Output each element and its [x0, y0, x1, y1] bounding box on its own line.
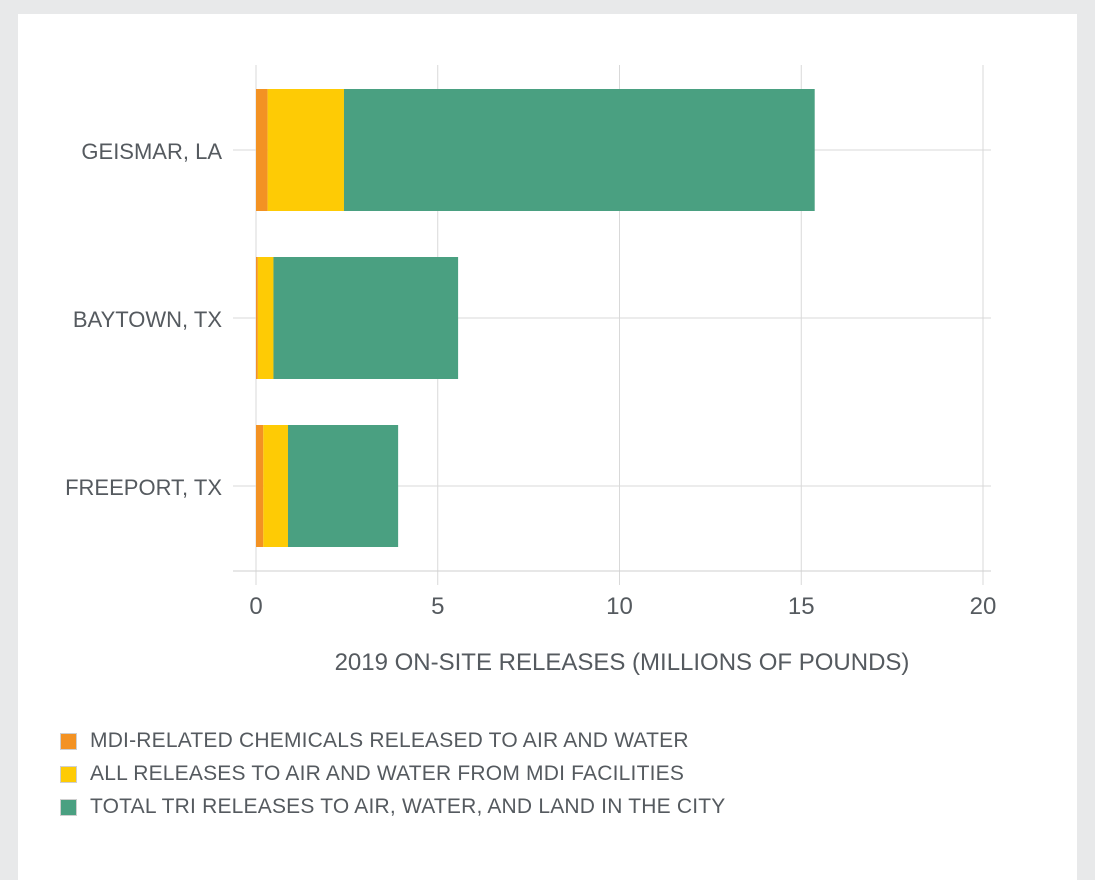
x-tick-label: 10: [606, 593, 633, 620]
legend-swatch: [60, 732, 77, 750]
legend-item-all-releases: ALL RELEASES TO AIR AND WATER FROM MDI F…: [60, 759, 726, 789]
bar-segment: [263, 425, 288, 547]
x-tick-label: 20: [970, 593, 997, 620]
legend: MDI-RELATED CHEMICALS RELEASED TO AIR AN…: [60, 726, 726, 825]
legend-item-total-tri: TOTAL TRI RELEASES TO AIR, WATER, AND LA…: [60, 792, 726, 822]
bar-segment: [343, 89, 815, 211]
y-axis-labels: GEISMAR, LA BAYTOWN, TX FREEPORT, TX: [65, 139, 222, 500]
bars: [256, 89, 815, 547]
legend-swatch: [60, 798, 77, 816]
x-tick-label: 0: [249, 593, 262, 620]
legend-item-mdi-related: MDI-RELATED CHEMICALS RELEASED TO AIR AN…: [60, 726, 726, 756]
bar-segment: [256, 89, 268, 211]
bar-segment: [273, 257, 459, 379]
bar-segment: [287, 425, 399, 547]
legend-label: TOTAL TRI RELEASES TO AIR, WATER, AND LA…: [90, 795, 726, 818]
category-label: FREEPORT, TX: [65, 475, 222, 500]
category-label: BAYTOWN, TX: [73, 307, 222, 332]
x-tick-label: 15: [788, 593, 815, 620]
x-axis-title: 2019 ON-SITE RELEASES (MILLIONS OF POUND…: [335, 649, 910, 676]
legend-label: MDI-RELATED CHEMICALS RELEASED TO AIR AN…: [90, 729, 689, 752]
bar-segment: [256, 257, 258, 379]
bar-segment: [257, 257, 274, 379]
x-axis-ticks: 0 5 10 15 20: [249, 593, 996, 620]
x-tick-label: 5: [431, 593, 444, 620]
legend-swatch: [60, 765, 77, 783]
bar-segment: [256, 425, 264, 547]
bar-segment: [267, 89, 344, 211]
legend-label: ALL RELEASES TO AIR AND WATER FROM MDI F…: [90, 762, 685, 785]
category-label: GEISMAR, LA: [81, 139, 222, 164]
